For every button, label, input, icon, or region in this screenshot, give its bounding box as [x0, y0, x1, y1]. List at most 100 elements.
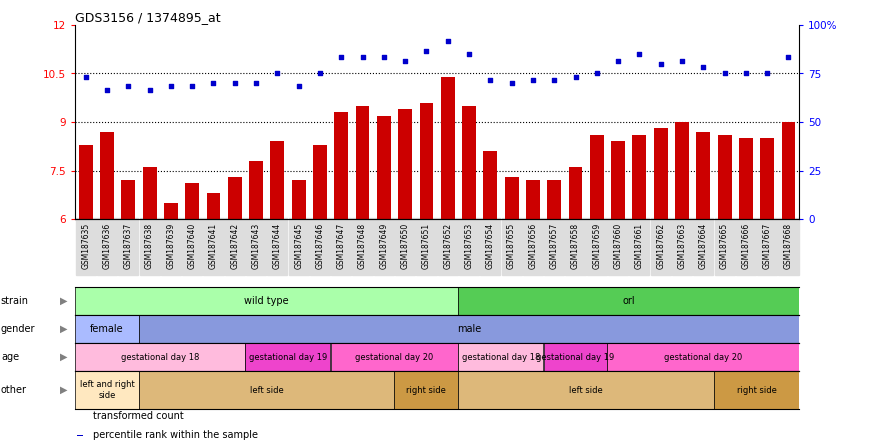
Text: ▶: ▶ [60, 385, 67, 395]
Bar [781, 122, 796, 219]
Bar [458, 371, 713, 408]
Point [718, 70, 732, 77]
Bar [207, 193, 221, 219]
Point [526, 76, 540, 83]
Bar [441, 77, 455, 219]
Text: ▶: ▶ [60, 352, 67, 362]
Bar [228, 177, 242, 219]
Point [79, 73, 93, 80]
Point [653, 60, 668, 67]
Point [164, 83, 178, 90]
Bar [458, 343, 543, 371]
Bar [544, 343, 608, 371]
Bar [419, 103, 434, 219]
Bar [483, 151, 497, 219]
Point [121, 83, 135, 90]
Point [611, 57, 625, 64]
Bar [739, 138, 753, 219]
Bar [100, 132, 114, 219]
Point [334, 54, 348, 61]
Text: right side: right side [406, 385, 447, 395]
Point [675, 57, 689, 64]
Text: female: female [90, 324, 124, 334]
Point [483, 76, 497, 83]
Bar [330, 343, 458, 371]
Bar [590, 135, 604, 219]
Point [142, 86, 156, 93]
Bar [569, 167, 583, 219]
Text: gestational day 18: gestational day 18 [462, 353, 540, 361]
Bar [335, 112, 348, 219]
Text: orl: orl [623, 296, 635, 306]
Bar [395, 371, 458, 408]
Text: ▶: ▶ [60, 296, 67, 306]
Text: strain: strain [1, 296, 29, 306]
Text: other: other [1, 385, 26, 395]
Bar [505, 177, 518, 219]
Bar [143, 167, 156, 219]
Point [356, 54, 370, 61]
Bar [611, 141, 625, 219]
Bar [458, 287, 799, 315]
Bar [398, 109, 412, 219]
Bar [75, 287, 458, 315]
Text: male: male [457, 324, 481, 334]
Point [590, 70, 604, 77]
Text: gender: gender [1, 324, 35, 334]
Text: gestational day 19: gestational day 19 [249, 353, 327, 361]
Bar [714, 371, 799, 408]
Point [504, 79, 518, 87]
Bar [139, 371, 395, 408]
Bar [75, 343, 245, 371]
Bar [79, 145, 93, 219]
Point [207, 79, 221, 87]
Text: left and right
side: left and right side [79, 381, 134, 400]
Text: wild type: wild type [245, 296, 289, 306]
Text: left side: left side [250, 385, 283, 395]
Point [696, 63, 710, 71]
Bar [377, 115, 391, 219]
Bar [75, 315, 139, 343]
Point [781, 54, 796, 61]
Bar [356, 106, 369, 219]
Point [291, 83, 306, 90]
Bar [632, 135, 646, 219]
Text: GDS3156 / 1374895_at: GDS3156 / 1374895_at [75, 11, 221, 24]
Text: gestational day 18: gestational day 18 [121, 353, 200, 361]
Point [739, 70, 753, 77]
Bar [547, 180, 561, 219]
Point [760, 70, 774, 77]
Bar [291, 180, 306, 219]
Point [228, 79, 242, 87]
Bar [75, 371, 139, 408]
Point [249, 79, 263, 87]
Point [100, 86, 114, 93]
Text: gestational day 20: gestational day 20 [664, 353, 743, 361]
Bar [185, 183, 199, 219]
Point [270, 70, 284, 77]
Text: age: age [1, 352, 19, 362]
Text: right side: right side [736, 385, 776, 395]
Bar [526, 180, 540, 219]
Text: gestational day 20: gestational day 20 [355, 353, 434, 361]
Bar [245, 343, 330, 371]
Bar [675, 122, 689, 219]
Point [313, 70, 327, 77]
Bar [653, 128, 668, 219]
Text: transformed count: transformed count [94, 411, 184, 421]
Point [419, 48, 434, 55]
Point [569, 73, 583, 80]
Bar [270, 141, 284, 219]
Point [398, 57, 412, 64]
Text: percentile rank within the sample: percentile rank within the sample [94, 430, 258, 440]
Point [441, 38, 455, 45]
Point [462, 51, 476, 58]
Text: gestational day 19: gestational day 19 [536, 353, 615, 361]
Text: ▶: ▶ [60, 324, 67, 334]
Bar [313, 145, 327, 219]
Point [547, 76, 562, 83]
Bar [718, 135, 731, 219]
Point [377, 54, 391, 61]
Text: left side: left side [570, 385, 603, 395]
Bar [608, 343, 799, 371]
